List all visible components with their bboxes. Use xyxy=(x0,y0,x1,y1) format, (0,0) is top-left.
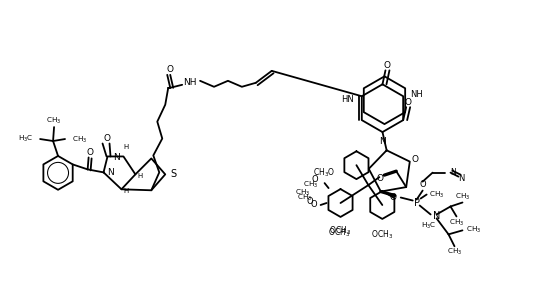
Text: N: N xyxy=(113,153,119,162)
Text: N: N xyxy=(433,212,440,221)
Text: O: O xyxy=(310,200,317,210)
Text: OCH$_3$: OCH$_3$ xyxy=(371,229,393,241)
Text: N: N xyxy=(459,174,465,183)
Text: O: O xyxy=(384,61,391,70)
Text: H: H xyxy=(124,188,129,194)
Text: H$_3$C: H$_3$C xyxy=(421,221,437,231)
Text: CH$_3$: CH$_3$ xyxy=(295,188,311,198)
Text: NH: NH xyxy=(410,90,423,99)
Text: CH$_3$: CH$_3$ xyxy=(46,116,62,126)
Text: O: O xyxy=(312,175,318,184)
Text: N: N xyxy=(450,168,456,177)
Text: O: O xyxy=(167,65,174,74)
Text: H: H xyxy=(124,145,129,150)
Text: HN: HN xyxy=(341,95,354,104)
Text: CH$_3$: CH$_3$ xyxy=(72,135,87,145)
Text: O: O xyxy=(103,134,110,143)
Text: OCH$_3$: OCH$_3$ xyxy=(328,227,350,239)
Text: O: O xyxy=(377,174,384,183)
Text: N: N xyxy=(108,168,114,177)
Text: S: S xyxy=(170,169,176,179)
Text: P: P xyxy=(414,198,420,207)
Text: CH$_3$: CH$_3$ xyxy=(455,191,470,202)
Text: CH$_3$O: CH$_3$O xyxy=(314,167,336,179)
Text: OCH$_3$: OCH$_3$ xyxy=(329,225,351,237)
Text: O: O xyxy=(419,180,426,189)
Text: O: O xyxy=(405,98,411,107)
Text: NH: NH xyxy=(183,78,197,87)
Text: O: O xyxy=(411,155,418,164)
Text: N: N xyxy=(379,136,386,146)
Text: O: O xyxy=(306,196,312,205)
Text: CH$_3$: CH$_3$ xyxy=(447,247,462,257)
Text: CH$_3$: CH$_3$ xyxy=(428,189,444,200)
Text: H: H xyxy=(138,173,143,179)
Text: CH$_3$: CH$_3$ xyxy=(298,193,312,203)
Text: CH$_3$: CH$_3$ xyxy=(303,180,318,190)
Text: H$_3$C: H$_3$C xyxy=(18,134,33,144)
Text: O: O xyxy=(390,193,397,202)
Text: O: O xyxy=(86,148,93,157)
Text: CH$_3$: CH$_3$ xyxy=(466,225,482,235)
Text: CH$_3$: CH$_3$ xyxy=(449,218,464,228)
